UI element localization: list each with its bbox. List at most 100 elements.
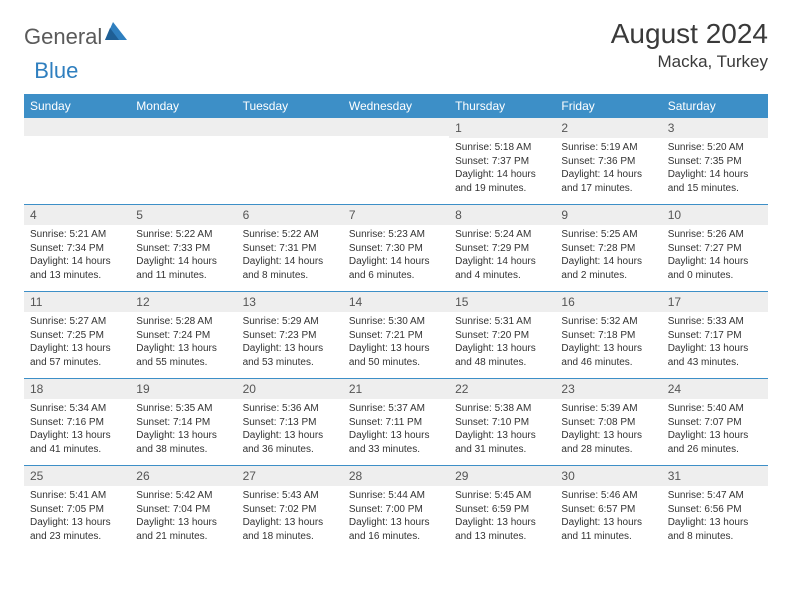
day-content: Sunrise: 5:38 AMSunset: 7:10 PMDaylight:… — [449, 399, 555, 462]
day-content: Sunrise: 5:22 AMSunset: 7:31 PMDaylight:… — [237, 225, 343, 288]
daylight-text: Daylight: 13 hours and 31 minutes. — [455, 429, 549, 456]
day-cell: 10Sunrise: 5:26 AMSunset: 7:27 PMDayligh… — [662, 205, 768, 291]
day-number: 20 — [237, 379, 343, 399]
day-cell: 16Sunrise: 5:32 AMSunset: 7:18 PMDayligh… — [555, 292, 661, 378]
weekday-header: Friday — [555, 94, 661, 118]
day-number: 14 — [343, 292, 449, 312]
day-content: Sunrise: 5:22 AMSunset: 7:33 PMDaylight:… — [130, 225, 236, 288]
day-cell: 17Sunrise: 5:33 AMSunset: 7:17 PMDayligh… — [662, 292, 768, 378]
sunrise-text: Sunrise: 5:43 AM — [243, 489, 337, 503]
day-content: Sunrise: 5:32 AMSunset: 7:18 PMDaylight:… — [555, 312, 661, 375]
daylight-text: Daylight: 13 hours and 53 minutes. — [243, 342, 337, 369]
sunset-text: Sunset: 7:10 PM — [455, 416, 549, 430]
daylight-text: Daylight: 13 hours and 36 minutes. — [243, 429, 337, 456]
daylight-text: Daylight: 14 hours and 4 minutes. — [455, 255, 549, 282]
day-content: Sunrise: 5:47 AMSunset: 6:56 PMDaylight:… — [662, 486, 768, 549]
day-number: 28 — [343, 466, 449, 486]
sunrise-text: Sunrise: 5:24 AM — [455, 228, 549, 242]
day-number: 11 — [24, 292, 130, 312]
daylight-text: Daylight: 14 hours and 19 minutes. — [455, 168, 549, 195]
day-number: 7 — [343, 205, 449, 225]
daylight-text: Daylight: 13 hours and 43 minutes. — [668, 342, 762, 369]
day-cell: 25Sunrise: 5:41 AMSunset: 7:05 PMDayligh… — [24, 466, 130, 552]
day-content: Sunrise: 5:39 AMSunset: 7:08 PMDaylight:… — [555, 399, 661, 462]
daylight-text: Daylight: 13 hours and 28 minutes. — [561, 429, 655, 456]
daylight-text: Daylight: 13 hours and 18 minutes. — [243, 516, 337, 543]
day-number: 30 — [555, 466, 661, 486]
day-cell — [237, 118, 343, 204]
day-cell: 21Sunrise: 5:37 AMSunset: 7:11 PMDayligh… — [343, 379, 449, 465]
weekday-header: Wednesday — [343, 94, 449, 118]
day-number: 10 — [662, 205, 768, 225]
day-cell — [130, 118, 236, 204]
sunset-text: Sunset: 7:28 PM — [561, 242, 655, 256]
day-cell: 27Sunrise: 5:43 AMSunset: 7:02 PMDayligh… — [237, 466, 343, 552]
daylight-text: Daylight: 13 hours and 13 minutes. — [455, 516, 549, 543]
sunrise-text: Sunrise: 5:21 AM — [30, 228, 124, 242]
day-number: 12 — [130, 292, 236, 312]
day-content: Sunrise: 5:43 AMSunset: 7:02 PMDaylight:… — [237, 486, 343, 549]
daylight-text: Daylight: 14 hours and 2 minutes. — [561, 255, 655, 282]
day-cell: 7Sunrise: 5:23 AMSunset: 7:30 PMDaylight… — [343, 205, 449, 291]
daylight-text: Daylight: 13 hours and 21 minutes. — [136, 516, 230, 543]
daylight-text: Daylight: 14 hours and 11 minutes. — [136, 255, 230, 282]
sunrise-text: Sunrise: 5:36 AM — [243, 402, 337, 416]
sunset-text: Sunset: 7:27 PM — [668, 242, 762, 256]
sunset-text: Sunset: 7:17 PM — [668, 329, 762, 343]
day-number: 31 — [662, 466, 768, 486]
sunset-text: Sunset: 7:16 PM — [30, 416, 124, 430]
day-cell: 13Sunrise: 5:29 AMSunset: 7:23 PMDayligh… — [237, 292, 343, 378]
sunrise-text: Sunrise: 5:45 AM — [455, 489, 549, 503]
daylight-text: Daylight: 14 hours and 6 minutes. — [349, 255, 443, 282]
daylight-text: Daylight: 14 hours and 0 minutes. — [668, 255, 762, 282]
sunset-text: Sunset: 7:21 PM — [349, 329, 443, 343]
sunset-text: Sunset: 7:02 PM — [243, 503, 337, 517]
sunset-text: Sunset: 7:20 PM — [455, 329, 549, 343]
daylight-text: Daylight: 13 hours and 11 minutes. — [561, 516, 655, 543]
day-cell: 18Sunrise: 5:34 AMSunset: 7:16 PMDayligh… — [24, 379, 130, 465]
day-number: 19 — [130, 379, 236, 399]
sunset-text: Sunset: 7:24 PM — [136, 329, 230, 343]
day-content: Sunrise: 5:29 AMSunset: 7:23 PMDaylight:… — [237, 312, 343, 375]
sunset-text: Sunset: 7:37 PM — [455, 155, 549, 169]
day-number: 29 — [449, 466, 555, 486]
day-number: 24 — [662, 379, 768, 399]
day-content: Sunrise: 5:34 AMSunset: 7:16 PMDaylight:… — [24, 399, 130, 462]
sunrise-text: Sunrise: 5:42 AM — [136, 489, 230, 503]
day-number — [24, 118, 130, 136]
sunrise-text: Sunrise: 5:33 AM — [668, 315, 762, 329]
daylight-text: Daylight: 13 hours and 33 minutes. — [349, 429, 443, 456]
sunrise-text: Sunrise: 5:18 AM — [455, 141, 549, 155]
sunset-text: Sunset: 7:33 PM — [136, 242, 230, 256]
day-cell: 31Sunrise: 5:47 AMSunset: 6:56 PMDayligh… — [662, 466, 768, 552]
day-cell — [343, 118, 449, 204]
daylight-text: Daylight: 14 hours and 15 minutes. — [668, 168, 762, 195]
sunset-text: Sunset: 7:35 PM — [668, 155, 762, 169]
day-number: 4 — [24, 205, 130, 225]
sunrise-text: Sunrise: 5:26 AM — [668, 228, 762, 242]
day-number: 2 — [555, 118, 661, 138]
day-cell: 5Sunrise: 5:22 AMSunset: 7:33 PMDaylight… — [130, 205, 236, 291]
sunset-text: Sunset: 7:11 PM — [349, 416, 443, 430]
calendar: Sunday Monday Tuesday Wednesday Thursday… — [24, 94, 768, 552]
day-cell: 23Sunrise: 5:39 AMSunset: 7:08 PMDayligh… — [555, 379, 661, 465]
day-number: 21 — [343, 379, 449, 399]
day-cell: 9Sunrise: 5:25 AMSunset: 7:28 PMDaylight… — [555, 205, 661, 291]
day-cell: 8Sunrise: 5:24 AMSunset: 7:29 PMDaylight… — [449, 205, 555, 291]
location: Macka, Turkey — [611, 52, 768, 72]
sunset-text: Sunset: 7:14 PM — [136, 416, 230, 430]
header-right: August 2024 Macka, Turkey — [611, 18, 768, 72]
day-number: 8 — [449, 205, 555, 225]
daylight-text: Daylight: 13 hours and 41 minutes. — [30, 429, 124, 456]
day-content: Sunrise: 5:26 AMSunset: 7:27 PMDaylight:… — [662, 225, 768, 288]
weekday-header: Saturday — [662, 94, 768, 118]
day-cell: 1Sunrise: 5:18 AMSunset: 7:37 PMDaylight… — [449, 118, 555, 204]
week-row: 11Sunrise: 5:27 AMSunset: 7:25 PMDayligh… — [24, 291, 768, 378]
day-content: Sunrise: 5:19 AMSunset: 7:36 PMDaylight:… — [555, 138, 661, 201]
daylight-text: Daylight: 13 hours and 8 minutes. — [668, 516, 762, 543]
weekday-header: Sunday — [24, 94, 130, 118]
day-cell: 12Sunrise: 5:28 AMSunset: 7:24 PMDayligh… — [130, 292, 236, 378]
day-number: 22 — [449, 379, 555, 399]
day-content: Sunrise: 5:18 AMSunset: 7:37 PMDaylight:… — [449, 138, 555, 201]
daylight-text: Daylight: 13 hours and 57 minutes. — [30, 342, 124, 369]
